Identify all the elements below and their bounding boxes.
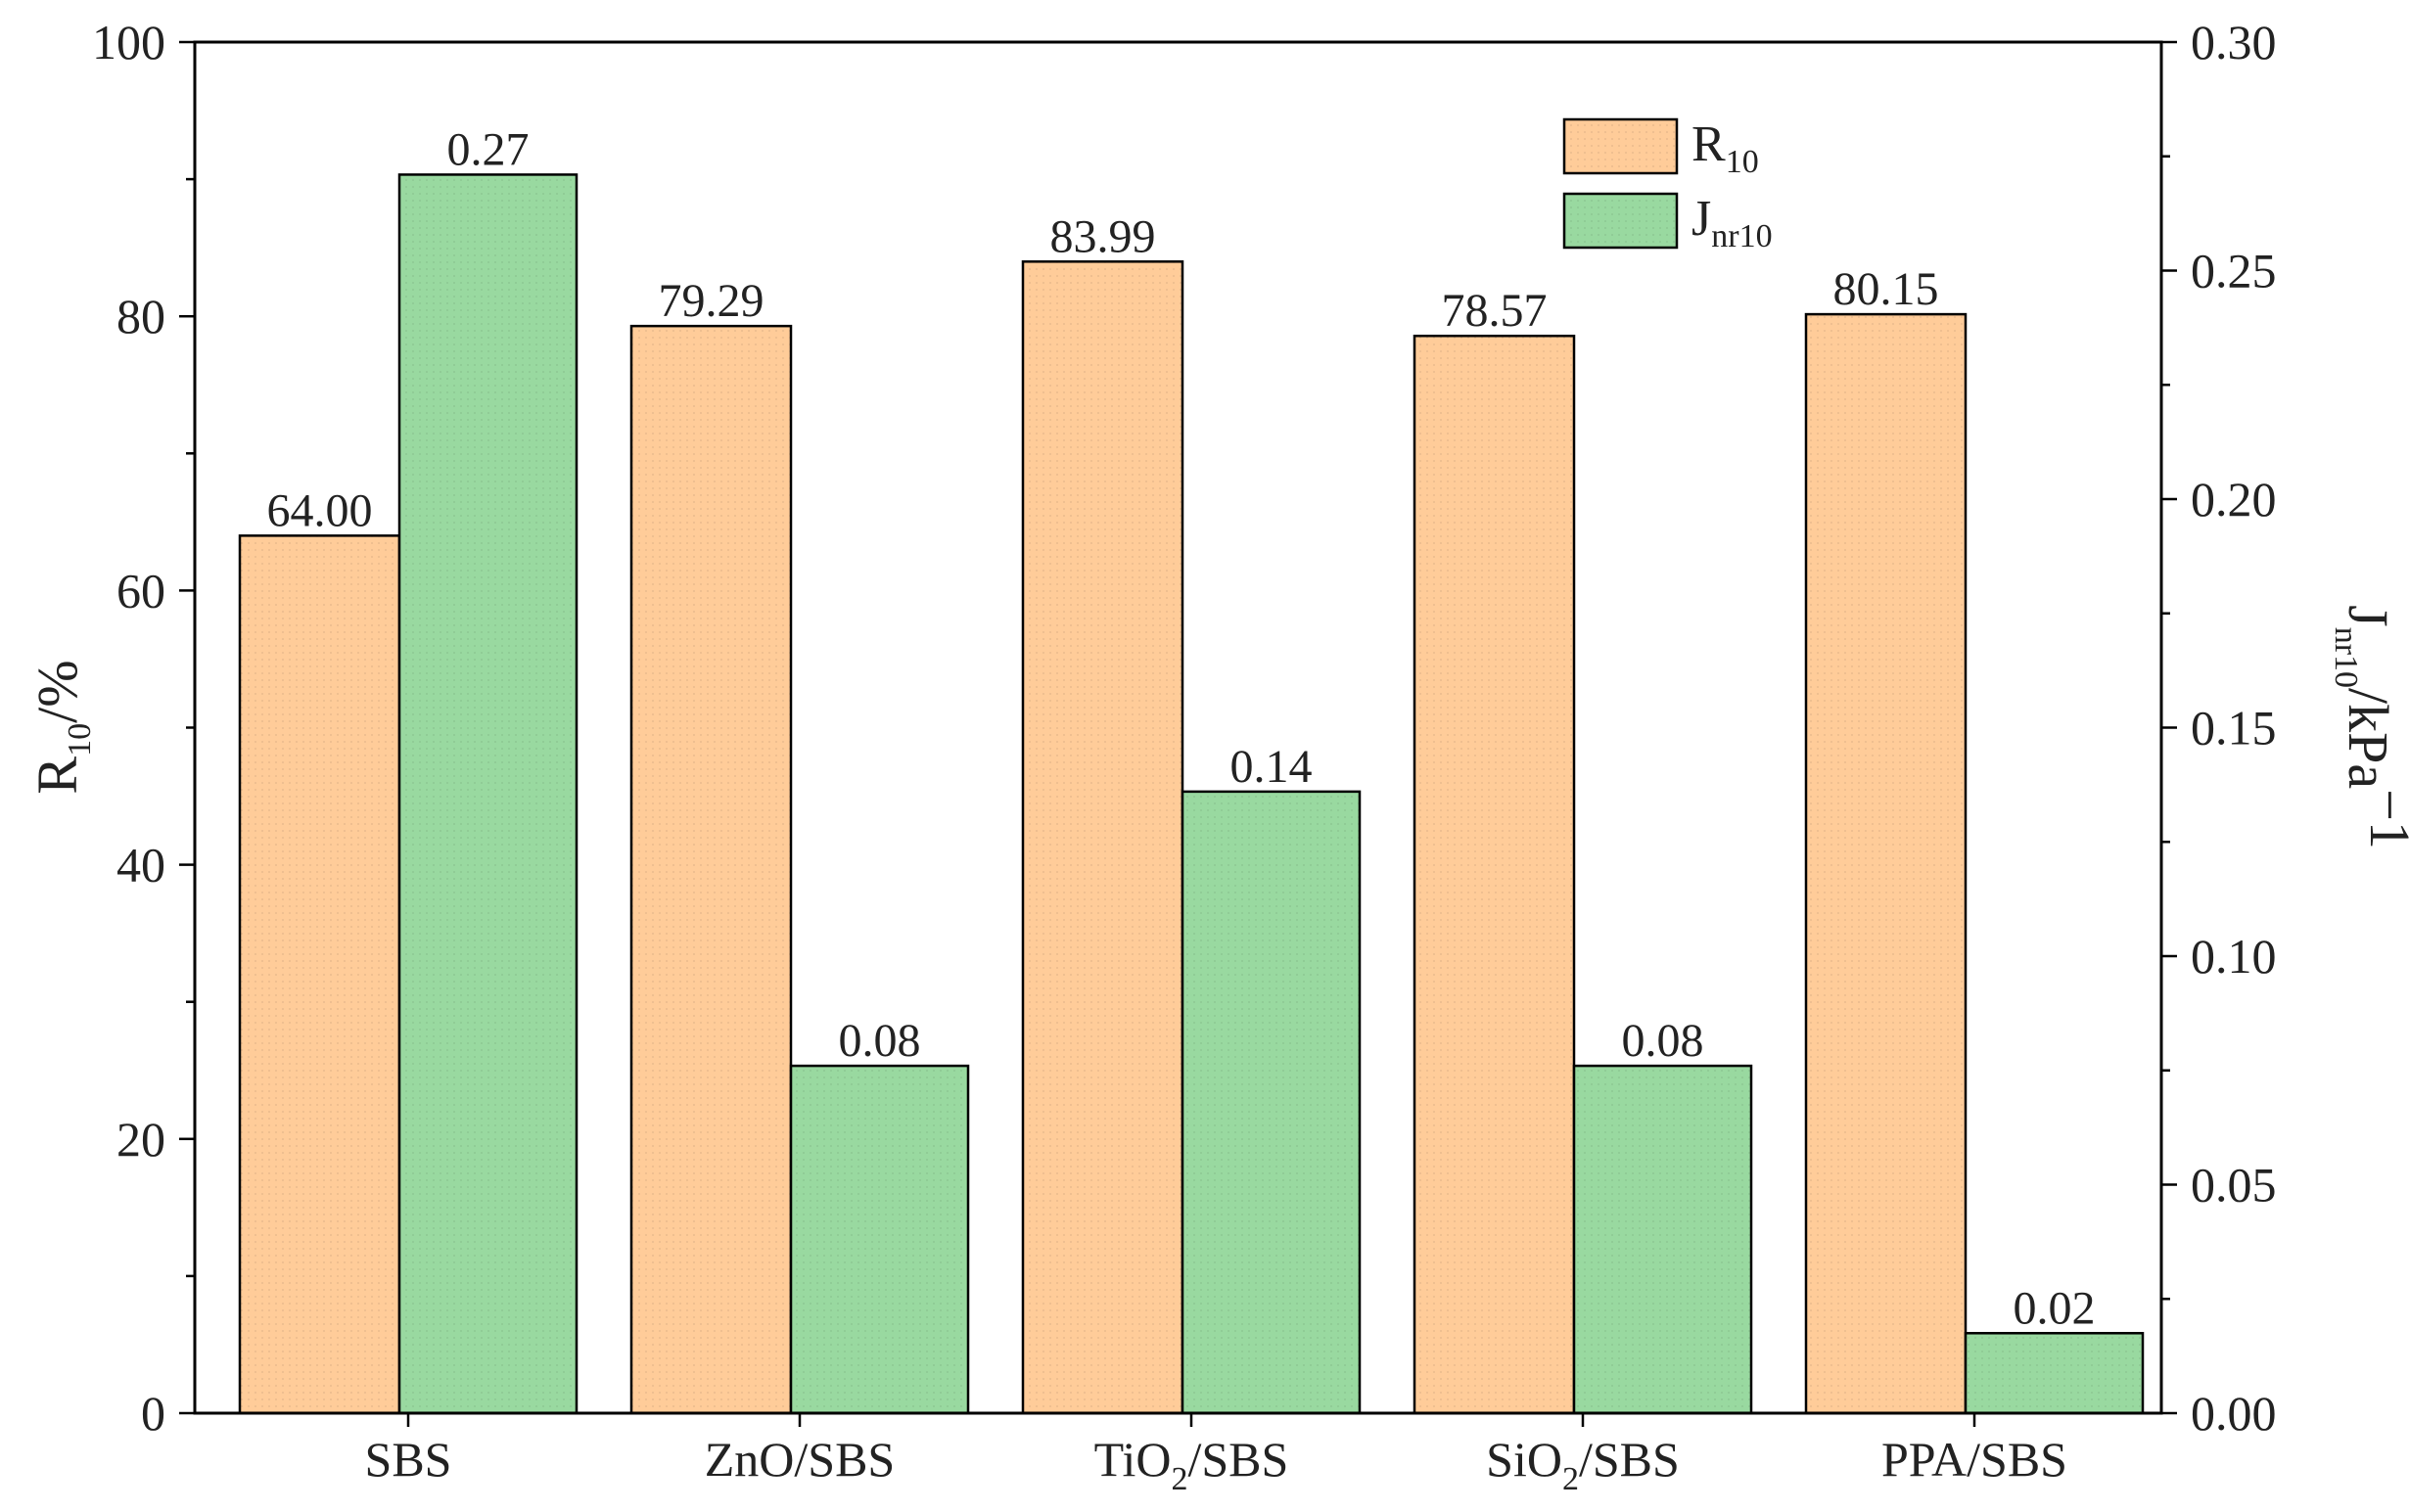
data-label-jnr10-2: 0.14 <box>1230 741 1313 793</box>
bar-r10-texture-4 <box>1806 314 1966 1413</box>
y-right-tick-label-4: 0.20 <box>2191 472 2277 527</box>
y-right-tick-label-3: 0.15 <box>2191 701 2277 756</box>
y-right-tick-label-5: 0.25 <box>2191 244 2277 298</box>
x-tick-label-0: SBS <box>365 1432 452 1487</box>
x-tick-label-2: TiO2/SBS <box>1094 1432 1289 1497</box>
y-right-tick-label-0: 0.00 <box>2191 1386 2277 1441</box>
y-left-tick-label-2: 40 <box>116 838 165 893</box>
legend-swatch-texture-0 <box>1564 119 1677 173</box>
y-left-tick-label-0: 0 <box>141 1386 165 1441</box>
legend-label-jnr10: Jnr10 <box>1691 191 1773 254</box>
legend-swatch-texture-1 <box>1564 194 1677 248</box>
bar-jnr10-texture-3 <box>1574 1066 1751 1413</box>
x-tick-label-4: PPA/SBS <box>1881 1432 2067 1487</box>
data-label-r10-0: 64.00 <box>267 484 373 536</box>
bar-r10-texture-0 <box>240 535 399 1413</box>
y-left-tick-label-1: 20 <box>116 1112 165 1167</box>
data-label-r10-3: 78.57 <box>1442 285 1548 337</box>
data-label-jnr10-3: 0.08 <box>1622 1015 1704 1067</box>
legend-label-r10: R10 <box>1691 116 1759 180</box>
bar-jnr10-texture-2 <box>1182 791 1360 1413</box>
data-label-jnr10-1: 0.08 <box>839 1015 921 1067</box>
x-tick-label-1: ZnO/SBS <box>705 1432 896 1487</box>
y-right-tick-label-6: 0.30 <box>2191 15 2277 69</box>
y-left-tick-label-5: 100 <box>92 15 165 69</box>
y-right-tick-label-2: 0.10 <box>2191 929 2277 984</box>
bar-r10-texture-1 <box>631 326 791 1413</box>
bar-r10-texture-2 <box>1023 261 1182 1414</box>
y-right-tick-label-1: 0.05 <box>2191 1158 2277 1213</box>
y-left-tick-label-4: 80 <box>116 289 165 344</box>
data-label-r10-2: 83.99 <box>1050 210 1156 262</box>
bar-jnr10-texture-1 <box>791 1066 968 1413</box>
data-label-r10-4: 80.15 <box>1833 263 1939 315</box>
data-label-jnr10-0: 0.27 <box>447 123 530 175</box>
x-tick-label-3: SiO2/SBS <box>1486 1432 1680 1497</box>
data-label-jnr10-4: 0.02 <box>2014 1282 2096 1334</box>
bar-jnr10-texture-0 <box>399 174 577 1414</box>
y-left-tick-label-3: 60 <box>116 563 165 618</box>
bar-r10-texture-3 <box>1414 336 1574 1413</box>
y-right-title: Jnr10/kPa−1 <box>2328 605 2409 849</box>
bar-jnr10-texture-4 <box>1966 1333 2143 1413</box>
data-label-r10-1: 79.29 <box>659 275 764 327</box>
y-left-title: R10/% <box>25 660 98 794</box>
